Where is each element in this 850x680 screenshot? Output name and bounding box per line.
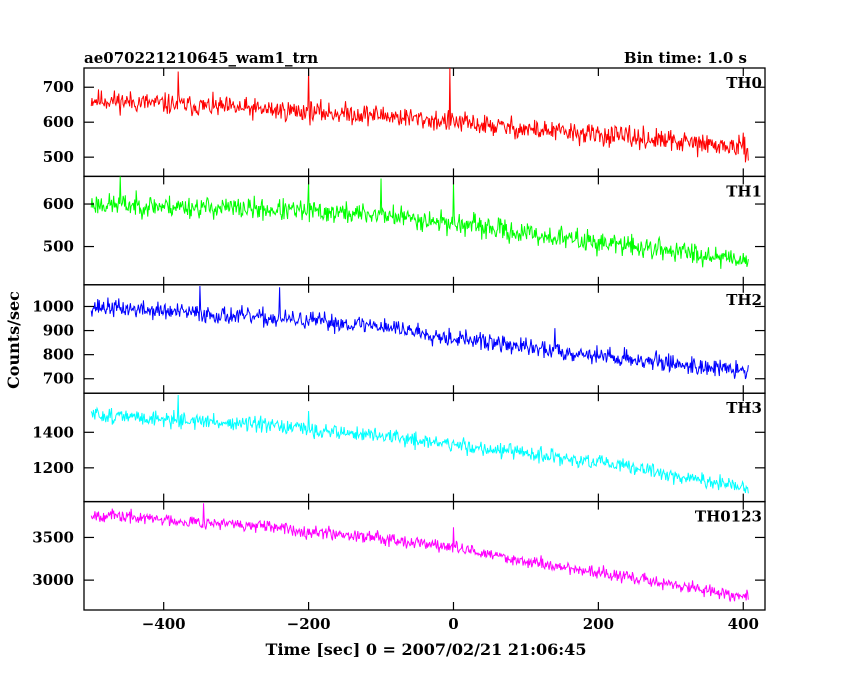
y-tick-label-th0-600: 600 xyxy=(43,113,74,131)
panel-frame-th1 xyxy=(83,175,766,286)
panels-group: 500 600 700 TH0 500 600 TH1 700 800 900 1000 TH2 120… xyxy=(32,67,766,633)
panel-label-th0: TH0 xyxy=(726,74,762,92)
x-tick-label--400: −400 xyxy=(142,615,186,633)
y-tick-label-th2-900: 900 xyxy=(43,322,74,340)
bin-time-label: Bin time: 1.0 s xyxy=(624,49,747,67)
x-tick-label-0: 0 xyxy=(448,615,458,633)
series-line-th3 xyxy=(90,394,749,494)
y-tick-label-th2-800: 800 xyxy=(43,346,74,364)
y-tick-label-th3-1400: 1400 xyxy=(32,423,74,441)
x-tick-label-200: 200 xyxy=(583,615,614,633)
panel-frame-th2 xyxy=(83,284,766,394)
series-line-th0 xyxy=(90,67,749,163)
y-axis-label: Counts/sec xyxy=(4,291,23,389)
y-tick-label-th0123-3500: 3500 xyxy=(32,528,74,546)
y-tick-label-th0123-3000: 3000 xyxy=(32,571,74,589)
panel-label-th2: TH2 xyxy=(726,291,762,309)
y-tick-label-th1-600: 600 xyxy=(43,195,74,213)
chart-title: ae070221210645_wam1_trn xyxy=(84,49,318,67)
panel-label-th3: TH3 xyxy=(726,399,762,417)
y-tick-label-th3-1200: 1200 xyxy=(32,459,74,477)
series-line-th1 xyxy=(90,176,749,269)
series-line-th0123 xyxy=(90,503,749,602)
y-tick-label-th0-700: 700 xyxy=(43,78,74,96)
y-tick-label-th1-500: 500 xyxy=(43,238,74,256)
series-line-th2 xyxy=(90,285,749,380)
y-tick-label-th2-700: 700 xyxy=(43,370,74,388)
panel-frame-th0123 xyxy=(83,500,766,611)
panel-label-th1: TH1 xyxy=(726,182,762,200)
x-tick-label--200: −200 xyxy=(287,615,331,633)
y-tick-label-th2-1000: 1000 xyxy=(32,297,74,315)
x-axis-label: Time [sec] 0 = 2007/02/21 21:06:45 xyxy=(266,640,587,659)
panel-frame-th3 xyxy=(83,392,766,503)
panel-label-th0123: TH0123 xyxy=(695,508,762,526)
x-tick-label-400: 400 xyxy=(728,615,759,633)
y-tick-label-th0-500: 500 xyxy=(43,148,74,166)
